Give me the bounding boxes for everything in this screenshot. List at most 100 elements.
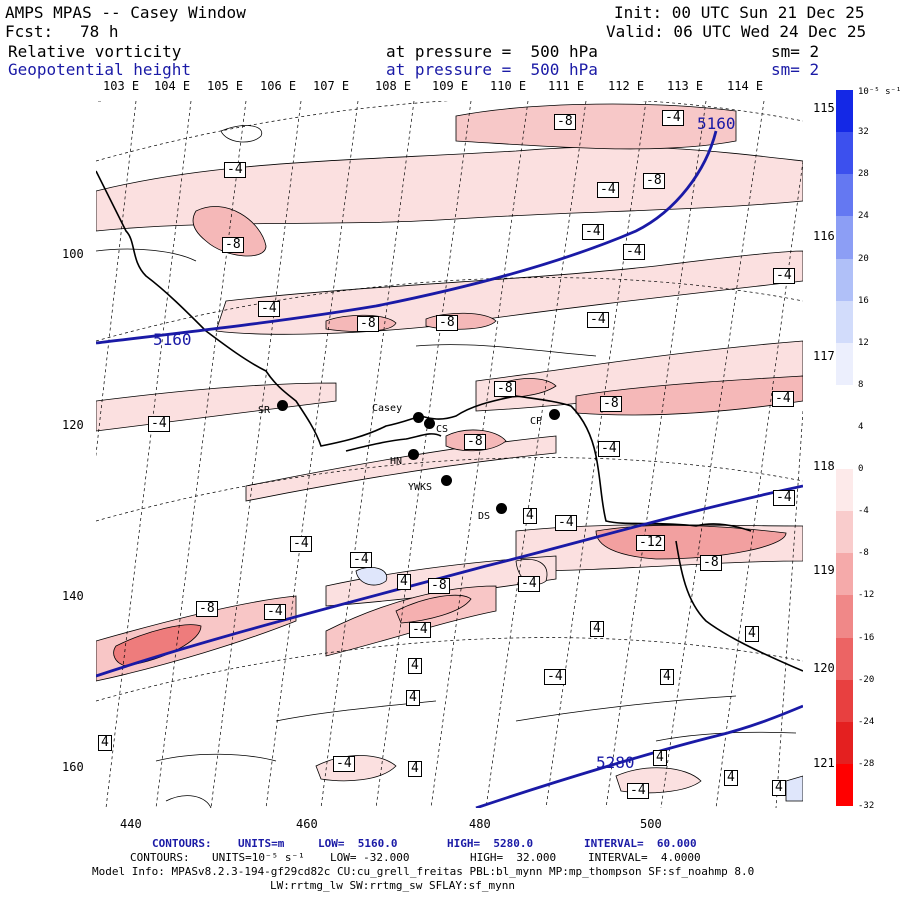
vorticity-value-label: -8: [222, 237, 244, 253]
footer-model-info: Model Info: MPASv8.2.3-194-gf29cd82c CU:…: [92, 865, 755, 878]
footer-vort-label: CONTOURS:: [130, 851, 190, 864]
map-plot-area: [96, 101, 803, 808]
lon-top-label: 103 E: [103, 79, 140, 93]
vorticity-value-label: -4: [544, 669, 566, 685]
colorbar-tick-label: 12: [858, 337, 869, 348]
lon-top-label: 109 E: [432, 79, 469, 93]
vorticity-value-label: -4: [350, 552, 372, 568]
valid-time: Valid: 06 UTC Wed 24 Dec 25: [606, 22, 867, 41]
vorticity-value-label: -8: [464, 434, 486, 450]
vorticity-value-label: -4: [258, 301, 280, 317]
footer-vort-low: LOW= -32.000: [330, 851, 410, 864]
colorbar-segment: [836, 300, 853, 344]
vorticity-value-label: -8: [700, 555, 722, 571]
colorbar-tick-label: 0: [858, 464, 864, 475]
colorbar-segment: [836, 553, 853, 596]
vorticity-value-label: -8: [643, 173, 665, 189]
lon-top-label: 104 E: [154, 79, 191, 93]
colorbar-segment: [836, 426, 853, 470]
station-cs-marker: [424, 418, 435, 429]
footer-height-high: HIGH= 5280.0: [447, 837, 534, 850]
colorbar-tick-label: -28: [858, 758, 875, 769]
colorbar-tick-label: -8: [858, 548, 869, 559]
vorticity-value-label: -4: [662, 110, 684, 126]
y-tick-label: 100: [62, 247, 84, 261]
field1-name: Relative vorticity: [8, 42, 182, 61]
lon-top-label: 114 E: [727, 79, 764, 93]
init-time: Init: 00 UTC Sun 21 Dec 25: [614, 3, 865, 22]
vorticity-value-label: -8: [428, 578, 450, 594]
colorbar-tick-label: -24: [858, 716, 875, 727]
lon-top-label: 105 E: [207, 79, 244, 93]
vorticity-value-label: -4: [582, 224, 604, 240]
lon-top-label: 107 E: [313, 79, 350, 93]
field2-smoothing: sm= 2: [771, 60, 820, 79]
vorticity-value-label: 4: [408, 761, 422, 777]
lon-top-label: 112 E: [608, 79, 645, 93]
colorbar-tick-label: -20: [858, 674, 875, 685]
colorbar-tick-label: 24: [858, 211, 869, 222]
footer-height-units: UNITS=m: [238, 837, 285, 850]
colorbar-segment: [836, 721, 853, 765]
colorbar-tick-label: -4: [858, 506, 869, 517]
x-tick-label: 460: [296, 817, 318, 831]
colorbar-segment: [836, 637, 853, 681]
colorbar-segment: [836, 469, 853, 512]
lon-top-label: 106 E: [260, 79, 297, 93]
field1-pressure: at pressure = 500 hPa: [386, 42, 598, 61]
vorticity-value-label: -4: [148, 416, 170, 432]
lon-top-label: 110 E: [490, 79, 527, 93]
vorticity-value-label: -4: [623, 244, 645, 260]
colorbar-segment: [836, 511, 853, 554]
vorticity-value-label: -4: [409, 622, 431, 638]
height-label-5160-left: 5160: [153, 330, 192, 349]
vorticity-value-label: -4: [773, 490, 795, 506]
footer-vort-high: HIGH= 32.000: [470, 851, 557, 864]
station-hn-marker: [408, 449, 419, 460]
vorticity-value-label: -4: [627, 783, 649, 799]
footer-height-interval: INTERVAL= 60.000: [584, 837, 697, 850]
field1-smoothing: sm= 2: [771, 42, 820, 61]
colorbar-segment: [836, 679, 853, 723]
vorticity-value-label: -4: [772, 391, 794, 407]
model-title: AMPS MPAS -- Casey Window: [5, 3, 246, 22]
field2-pressure: at pressure = 500 hPa: [386, 60, 598, 79]
vorticity-value-label: 4: [397, 574, 411, 590]
footer-vort-units: UNITS=10⁻⁵ s⁻¹: [212, 851, 305, 864]
station-cp-marker: [549, 409, 560, 420]
lon-top-label: 113 E: [667, 79, 704, 93]
vorticity-value-label: 4: [406, 690, 420, 706]
coastline: [96, 170, 803, 672]
height-contours: [96, 130, 803, 808]
colorbar-tick-label: -16: [858, 632, 875, 643]
height-label-5160-top: 5160: [697, 114, 736, 133]
footer-height-label: CONTOURS:: [152, 837, 212, 850]
vorticity-shading: [96, 103, 803, 802]
vorticity-value-label: -4: [597, 182, 619, 198]
vorticity-value-label: 4: [660, 669, 674, 685]
colorbar-segment: [836, 258, 853, 302]
colorbar-unit: 10⁻⁵ s⁻¹: [858, 87, 900, 97]
vorticity-value-label: 4: [653, 750, 667, 766]
station-ds-label: DS: [478, 511, 491, 522]
station-sr-marker: [277, 400, 288, 411]
vorticity-value-label: -4: [290, 536, 312, 552]
forecast-hours: 78 h: [80, 22, 119, 41]
colorbar-segment: [836, 90, 853, 133]
colorbar-tick-label: 8: [858, 379, 864, 390]
y-tick-label: 120: [62, 418, 84, 432]
map-svg: [96, 101, 803, 808]
vorticity-value-label: -4: [598, 441, 620, 457]
colorbar-tick-label: 28: [858, 169, 869, 180]
vorticity-value-label: -8: [357, 316, 379, 332]
vorticity-value-label: -4: [587, 312, 609, 328]
colorbar-segment: [836, 595, 853, 638]
y-tick-label: 140: [62, 589, 84, 603]
vorticity-value-label: 4: [745, 626, 759, 642]
footer-vort-interval: INTERVAL= 4.0000: [588, 851, 701, 864]
vorticity-value-label: 4: [523, 508, 537, 524]
vorticity-value-label: -8: [196, 601, 218, 617]
lon-top-label: 108 E: [375, 79, 412, 93]
colorbar: [836, 90, 853, 807]
vorticity-value-label: 4: [772, 780, 786, 796]
